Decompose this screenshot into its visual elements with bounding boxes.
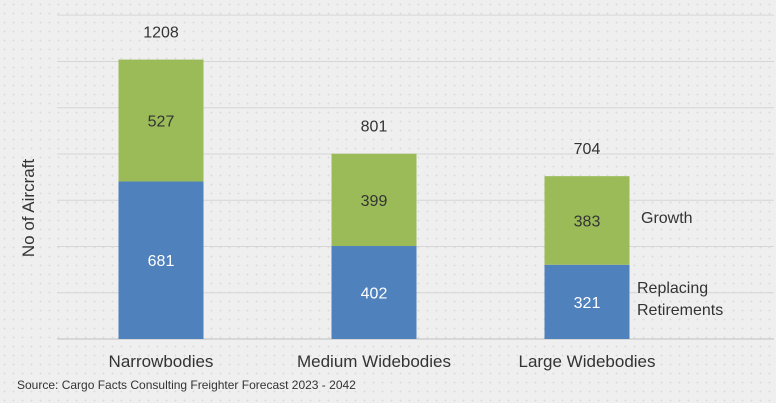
data-label: 321 [574, 295, 601, 312]
bar-large-widebodies-growth [544, 176, 630, 265]
bar-medium-widebodies-replacing-retirements [331, 246, 417, 339]
data-label: 402 [361, 286, 388, 303]
total-label: 1208 [143, 25, 179, 42]
legend-growth: Growth [641, 210, 693, 227]
total-label: 704 [574, 141, 601, 158]
data-label: 527 [148, 114, 175, 131]
legend-replacing-line2: Retirements [637, 302, 723, 319]
data-label: 399 [361, 193, 388, 210]
data-label: 383 [574, 213, 601, 230]
bar-large-widebodies-replacing-retirements [544, 264, 630, 339]
x-tick-label: Large Widebodies [518, 352, 655, 371]
labels: 681 527 1208 Narrowbodies 402 399 801 Medium Wi… [109, 25, 656, 371]
legend-replacing-line1: Replacing [637, 280, 708, 297]
bar-medium-widebodies-growth [331, 153, 417, 247]
data-label: 681 [148, 253, 175, 270]
source-note: Source: Cargo Facts Consulting Freighter… [17, 378, 356, 392]
bar-narrowbodies-replacing-retirements [118, 181, 204, 339]
y-axis-label: No of Aircraft [19, 159, 38, 258]
bars [118, 59, 630, 339]
x-tick-label: Medium Widebodies [297, 352, 451, 371]
bar-narrowbodies-growth [118, 59, 204, 182]
total-label: 801 [361, 119, 388, 136]
x-tick-label: Narrowbodies [109, 352, 214, 371]
